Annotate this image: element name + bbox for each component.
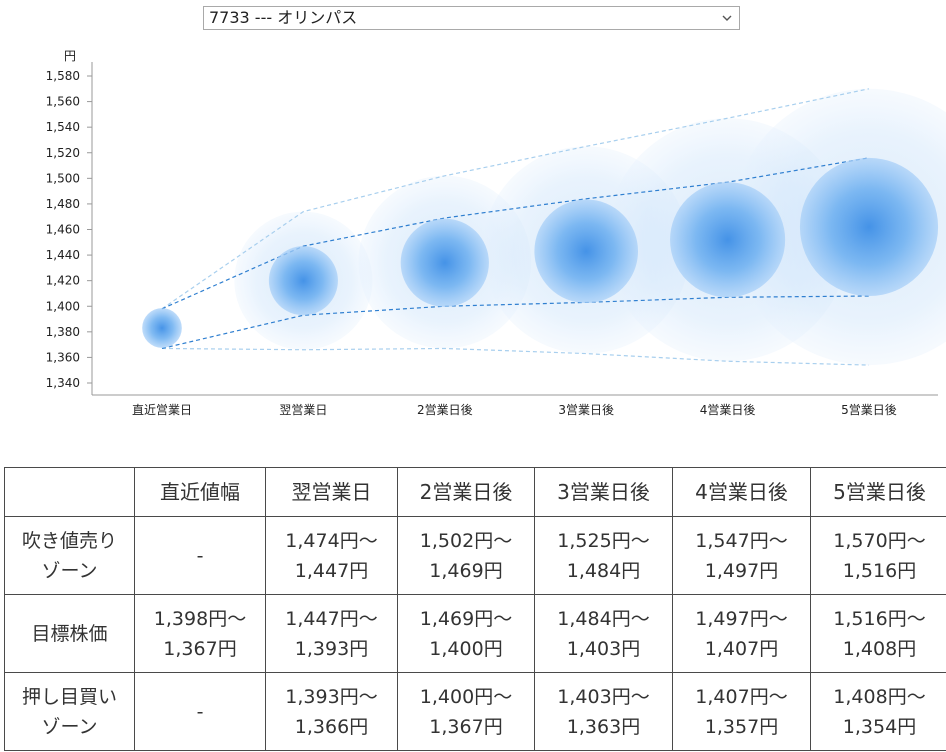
- chevron-down-icon: [722, 15, 732, 21]
- y-unit-label: 円: [64, 49, 76, 63]
- y-tick-label: 1,340: [46, 376, 80, 390]
- y-tick-label: 1,560: [46, 95, 80, 109]
- price-cell: 1,400円～ 1,367円: [397, 672, 535, 751]
- y-tick-label: 1,480: [46, 197, 80, 211]
- table-corner-cell: [4, 467, 135, 517]
- target-bubble: [142, 308, 182, 348]
- target-bubble: [400, 218, 489, 307]
- outer-high-line: [161, 88, 870, 310]
- price-cell: 1,469円～ 1,400円: [397, 594, 535, 673]
- price-cell: 1,502円～ 1,469円: [397, 516, 535, 595]
- y-tick-label: 1,400: [46, 299, 80, 313]
- price-cell: 1,447円～ 1,393円: [265, 594, 398, 673]
- row-label: 目標株価: [4, 594, 135, 673]
- x-tick-label: 2営業日後: [417, 403, 473, 417]
- y-tick-label: 1,500: [46, 171, 80, 185]
- price-cell: 1,407円～ 1,357円: [672, 672, 811, 751]
- price-cell: 1,570円～ 1,516円: [810, 516, 946, 595]
- price-cell: 1,398円～ 1,367円: [134, 594, 266, 673]
- y-tick-label: 1,460: [46, 223, 80, 237]
- x-tick-label: 直近営業日: [132, 403, 192, 417]
- price-cell: 1,393円～ 1,366円: [265, 672, 398, 751]
- column-header: 5営業日後: [810, 467, 946, 517]
- price-zone-table: 直近値幅 翌営業日 2営業日後 3営業日後 4営業日後 5営業日後 吹き値売り ゾーン -1,…: [4, 467, 946, 751]
- y-tick-label: 1,580: [46, 69, 80, 83]
- x-tick-label: 翌営業日: [279, 403, 327, 417]
- target-bubble: [670, 182, 786, 298]
- column-header: 2営業日後: [397, 467, 535, 517]
- column-header: 直近値幅: [134, 467, 266, 517]
- price-forecast-chart: 円 1,340 1,360 1,380 1,400 1,420 1,440 1,460 1,48…: [46, 49, 946, 417]
- y-tick-label: 1,380: [46, 325, 80, 339]
- price-cell: 1,516円～ 1,408円: [810, 594, 946, 673]
- table-header-row: 直近値幅 翌営業日 2営業日後 3営業日後 4営業日後 5営業日後: [4, 467, 946, 517]
- y-tick-label: 1,520: [46, 146, 80, 160]
- column-header: 3営業日後: [534, 467, 673, 517]
- x-tick-label: 3営業日後: [558, 403, 614, 417]
- price-cell: 1,484円～ 1,403円: [534, 594, 673, 673]
- y-tick-label: 1,420: [46, 274, 80, 288]
- price-cell: 1,474円～ 1,447円: [265, 516, 398, 595]
- target-bubble: [799, 157, 939, 297]
- target-bubble: [534, 199, 639, 304]
- target-bubble: [268, 246, 338, 316]
- y-tick-label: 1,440: [46, 248, 80, 262]
- table-row: 押し目買い ゾーン -1,393円～ 1,366円 1,400円～ 1,367円 1,403…: [4, 672, 946, 751]
- table-row: 吹き値売り ゾーン -1,474円～ 1,447円 1,502円～ 1,469円 1,525…: [4, 516, 946, 595]
- price-cell: -: [134, 672, 266, 751]
- row-label: 押し目買い ゾーン: [4, 672, 135, 751]
- price-cell: 1,547円～ 1,497円: [672, 516, 811, 595]
- stock-selector-value: 7733 --- オリンパス: [209, 8, 358, 27]
- target-low-line: [161, 295, 870, 350]
- outer-low-line: [161, 347, 870, 366]
- price-cell: 1,525円～ 1,484円: [534, 516, 673, 595]
- price-cell: 1,497円～ 1,407円: [672, 594, 811, 673]
- price-cell: 1,403円～ 1,363円: [534, 672, 673, 751]
- price-cell: 1,408円～ 1,354円: [810, 672, 946, 751]
- column-header: 4営業日後: [672, 467, 811, 517]
- table-row: 目標株価 1,398円～ 1,367円 1,447円～ 1,393円 1,469円～ 1,4…: [4, 594, 946, 673]
- y-tick-label: 1,360: [46, 350, 80, 364]
- price-cell: -: [134, 516, 266, 595]
- x-tick-label: 4営業日後: [700, 403, 756, 417]
- y-tick-label: 1,540: [46, 120, 80, 134]
- x-tick-label: 5営業日後: [841, 403, 897, 417]
- column-header: 翌営業日: [265, 467, 398, 517]
- stock-selector[interactable]: 7733 --- オリンパス: [203, 6, 740, 30]
- row-label: 吹き値売り ゾーン: [4, 516, 135, 595]
